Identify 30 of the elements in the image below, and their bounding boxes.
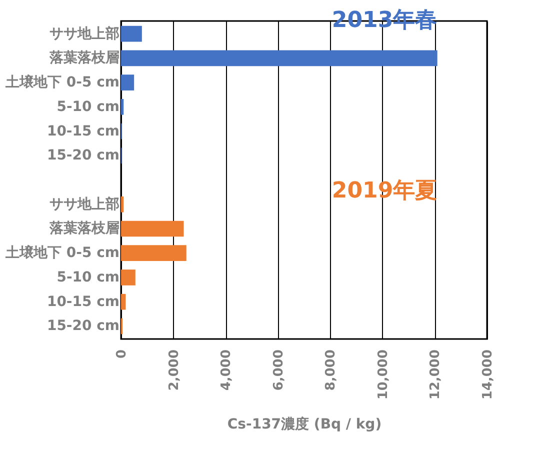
bar bbox=[121, 294, 126, 310]
y-tick-label: 10-15 cm bbox=[46, 123, 120, 140]
bar bbox=[121, 50, 438, 66]
bar bbox=[121, 98, 124, 115]
y-tick-label: 15-20 cm bbox=[46, 148, 120, 164]
bar bbox=[121, 220, 184, 237]
x-tick-label: 14,000 bbox=[480, 350, 496, 400]
bar bbox=[121, 245, 186, 262]
y-tick-label: 10-15 cm bbox=[46, 294, 120, 310]
y-tick-label: 土壌地下 0-5 cm bbox=[4, 74, 120, 91]
bar bbox=[121, 26, 142, 42]
x-tick-label: 12,000 bbox=[428, 350, 444, 400]
x-tick-label: 10,000 bbox=[376, 350, 391, 400]
x-tick-label: 2,000 bbox=[166, 350, 182, 391]
x-tick-label: 6,000 bbox=[271, 350, 286, 391]
y-tick-label: 5-10 cm bbox=[56, 269, 120, 286]
bar bbox=[121, 196, 124, 212]
y-tick-label: ササ地上部 bbox=[50, 24, 120, 42]
x-axis-title: Cs-137濃度 (Bq / kg) bbox=[227, 416, 382, 433]
y-tick-label: 15-20 cm bbox=[46, 318, 120, 334]
y-tick-label: 落葉落枝層 bbox=[48, 220, 120, 237]
x-tick-label: 0 bbox=[114, 350, 130, 359]
y-tick-label: ササ地上部 bbox=[50, 195, 120, 212]
bar bbox=[121, 74, 134, 90]
y-tick-label: 5-10 cm bbox=[56, 98, 120, 115]
bar bbox=[121, 270, 136, 286]
y-tick-label: 落葉落枝層 bbox=[48, 50, 120, 66]
y-tick-label: 土壌地下 0-5 cm bbox=[4, 244, 120, 262]
x-tick-label: 8,000 bbox=[324, 350, 339, 391]
x-tick-label: 4,000 bbox=[219, 350, 234, 391]
